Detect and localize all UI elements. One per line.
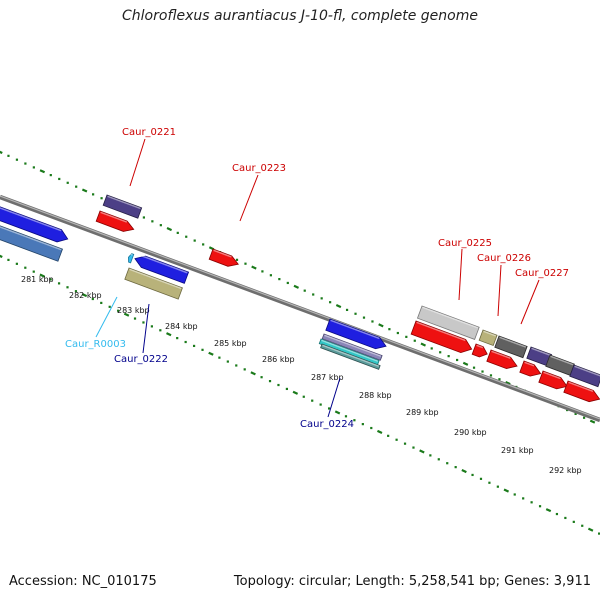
gene-caur-0224-purple[interactable] (321, 333, 383, 361)
gene-caur-0226-dark[interactable] (494, 335, 528, 359)
genome-title: Chloroflexus aurantiacus J-10-fl, comple… (122, 8, 478, 24)
gene-label-top[interactable]: Caur_0225 (438, 238, 492, 249)
kbp-label: 286 kbp (262, 355, 295, 364)
gene-red-edge[interactable] (538, 370, 569, 392)
rna-caur-r0003[interactable] (127, 253, 135, 264)
gene-label-bottom[interactable]: Caur_R0003 (65, 339, 126, 350)
gene-label-top[interactable]: Caur_0226 (477, 253, 531, 264)
scale-track-inner (0, 254, 600, 535)
kbp-label: 281 kbp (21, 275, 54, 284)
kbp-label: 284 kbp (165, 322, 198, 331)
scale-track-outer (0, 150, 596, 424)
kbp-label: 288 kbp (359, 391, 392, 400)
gene-steelblue-left[interactable] (0, 223, 64, 262)
gene-label-top[interactable]: Caur_0227 (515, 268, 569, 279)
gene-red-edge2[interactable] (563, 380, 600, 405)
gene-red-0225[interactable] (410, 320, 474, 356)
accession-text: Accession: NC_010175 (9, 574, 157, 589)
gene-label-bottom[interactable]: Caur_0222 (114, 354, 168, 365)
kbp-label: 289 kbp (406, 408, 439, 417)
gene-olive-small[interactable] (478, 329, 498, 347)
kbp-label: 285 kbp (214, 339, 247, 348)
kbp-label: 283 kbp (117, 306, 150, 315)
kbp-label: 282 kbp (69, 291, 102, 300)
gene-grey-edge[interactable] (545, 354, 575, 376)
gene-label-top[interactable]: Caur_0223 (232, 163, 286, 174)
gene-caur-0222[interactable] (133, 253, 190, 284)
gene-label-top[interactable]: Caur_0221 (122, 127, 176, 138)
gene-red-0221[interactable] (95, 210, 135, 235)
gene-label-bottom[interactable]: Caur_0224 (300, 419, 354, 430)
kbp-label: 287 kbp (311, 373, 344, 382)
gene-blue-left-upper[interactable] (0, 204, 70, 245)
topology-text: Topology: circular; Length: 5,258,541 bp… (233, 574, 591, 589)
genome-backbone (0, 194, 600, 423)
gene-red-small[interactable] (471, 343, 489, 359)
gene-caur-0222-olive[interactable] (124, 267, 183, 300)
gene-caur-0221-block[interactable] (102, 194, 143, 219)
kbp-label: 290 kbp (454, 428, 487, 437)
gene-caur-0224-teal[interactable] (320, 343, 381, 370)
kbp-label: 292 kbp (549, 466, 582, 475)
gene-red-0226[interactable] (486, 349, 519, 372)
gene-caur-0225-grey[interactable] (416, 305, 480, 340)
gene-purple-edge[interactable] (569, 364, 600, 388)
gene-red-0223[interactable] (208, 248, 240, 269)
gene-red-0227[interactable] (519, 360, 543, 379)
gene-blue-middle[interactable] (325, 318, 388, 352)
kbp-label: 291 kbp (501, 446, 534, 455)
